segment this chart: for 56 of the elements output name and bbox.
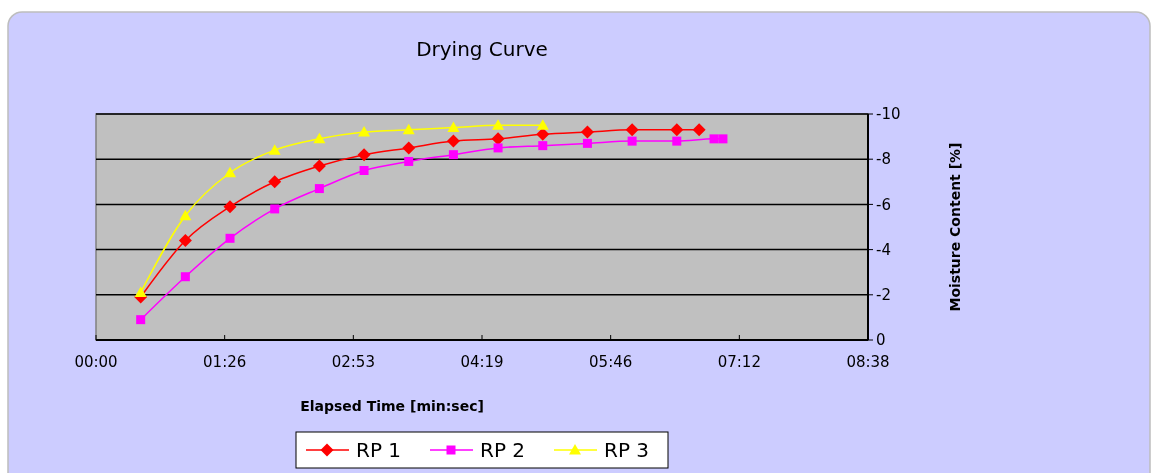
x-tick-label: 05:46	[589, 353, 633, 371]
point	[225, 233, 235, 243]
point	[223, 200, 237, 214]
point	[402, 123, 415, 135]
x-axis-title: Elapsed Time [min:sec]	[300, 398, 484, 414]
y-tick-label: 0	[876, 331, 886, 350]
point	[134, 286, 147, 298]
point	[357, 148, 371, 162]
point	[718, 134, 728, 144]
point	[270, 204, 280, 214]
point	[359, 166, 369, 175]
point	[178, 234, 192, 248]
point	[538, 141, 548, 151]
point	[672, 136, 682, 146]
chart-title: Drying Curve	[416, 37, 548, 61]
point	[314, 184, 324, 194]
point	[404, 156, 414, 166]
point	[268, 175, 282, 189]
point	[447, 121, 460, 133]
y-tick-label: -4	[876, 240, 891, 259]
x-tick-label: 00:00	[74, 353, 118, 371]
point	[536, 127, 550, 141]
y-axis-title: Moisture Content [%]	[947, 142, 963, 312]
point	[491, 132, 505, 146]
point	[180, 272, 190, 282]
point	[627, 136, 637, 146]
point	[313, 132, 326, 144]
point	[312, 159, 326, 173]
y-tick-label: -8	[876, 150, 891, 169]
x-tick-label: 08:38	[846, 353, 890, 371]
point	[580, 125, 594, 139]
point	[446, 134, 460, 148]
point	[358, 126, 371, 137]
x-tick-label: 04:19	[460, 353, 504, 371]
y-tick-label: -10	[876, 105, 901, 124]
point	[179, 209, 192, 221]
x-tick-label: 07:12	[717, 353, 761, 371]
point	[582, 138, 592, 148]
point	[536, 119, 549, 130]
legend-label: RP 2	[480, 438, 526, 462]
point	[448, 150, 458, 160]
legend-label: RP 3	[604, 438, 650, 462]
x-tick-label: 02:53	[331, 353, 375, 371]
x-tick-label: 01:26	[203, 353, 247, 371]
point	[224, 166, 237, 178]
point	[692, 123, 706, 137]
point	[493, 143, 503, 153]
y-tick-label: -2	[876, 286, 891, 305]
point	[670, 123, 684, 137]
legend-label: RP 1	[356, 438, 402, 462]
point	[268, 144, 281, 155]
point	[402, 141, 416, 155]
point	[136, 315, 146, 325]
point	[625, 123, 639, 137]
y-tick-label: -6	[876, 195, 891, 214]
point	[492, 119, 505, 130]
